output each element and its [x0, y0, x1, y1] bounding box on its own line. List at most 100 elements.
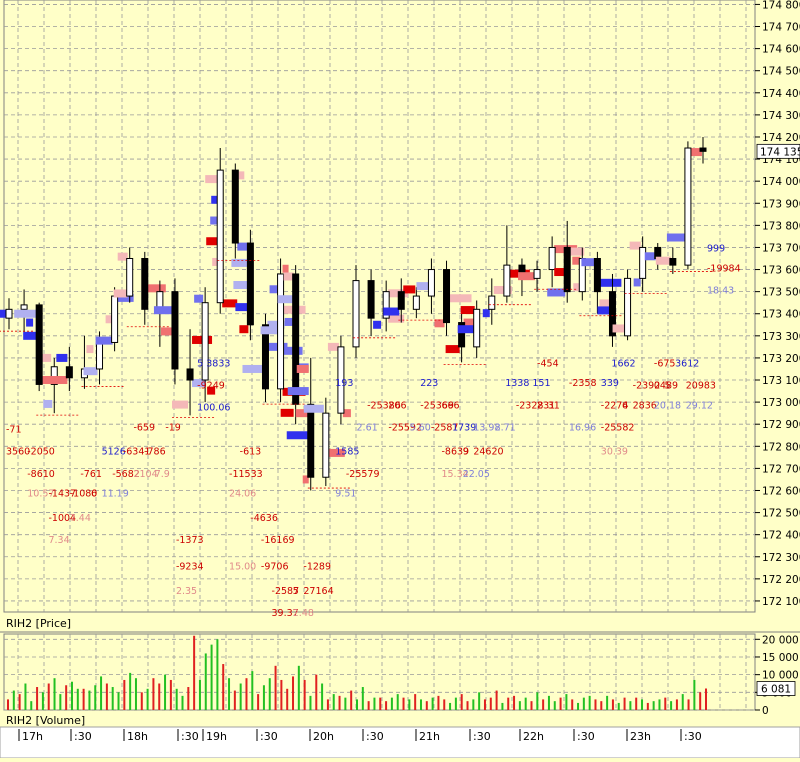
- candle-body-up: [337, 346, 345, 414]
- price-tick-label: 174 000: [762, 176, 800, 188]
- orderflow-block: [0, 309, 7, 318]
- orderflow-block: [327, 448, 345, 457]
- volume-axis-background: [756, 634, 800, 712]
- candle-body-down: [699, 147, 707, 152]
- price-tick-label: 173 100: [762, 375, 800, 387]
- candle-body-down: [65, 366, 73, 379]
- orderflow-block: [233, 281, 249, 290]
- bid-ask-label: 7.44: [70, 513, 91, 524]
- bid-ask-label: 30.39: [601, 447, 628, 458]
- bid-ask-label: 16.96: [569, 422, 596, 433]
- bid-ask-label: -8639: [441, 447, 469, 458]
- bid-ask-label: -1373: [176, 535, 204, 546]
- candle-body-down: [443, 269, 451, 324]
- bid-ask-label: -4636: [250, 513, 278, 524]
- bid-ask-label: 2.71: [495, 422, 516, 433]
- time-axis[interactable]: 17h:30 18h:30 19h:30 20h:30 21h:30 22h:30 23h:…: [0, 726, 800, 759]
- orderflow-block: [287, 387, 309, 396]
- bid-ask-label: -761: [80, 469, 102, 480]
- time-axis-label: :30: [577, 730, 595, 743]
- orderflow-block: [448, 294, 472, 303]
- time-axis-label: :30: [74, 730, 92, 743]
- bid-ask-label: 5: [293, 586, 299, 597]
- bid-ask-label: 2.48: [293, 608, 314, 619]
- candle-body-up: [488, 295, 496, 310]
- candle-body-up: [50, 366, 58, 385]
- bid-ask-label: -6341: [123, 447, 151, 458]
- orderflow-block: [457, 325, 475, 334]
- time-axis-label: :30: [473, 730, 491, 743]
- bid-ask-label: 339: [601, 378, 619, 389]
- orderflow-block: [235, 303, 249, 312]
- bid-ask-label: 5: [665, 380, 671, 391]
- candle-body-down: [231, 169, 239, 244]
- bid-ask-label: 2104: [133, 469, 157, 480]
- price-tick-label: 173 400: [762, 309, 800, 321]
- orderflow-block: [282, 264, 289, 273]
- candle-body-up: [216, 169, 224, 304]
- candle-body-up: [548, 246, 556, 271]
- orderflow-block: [153, 306, 173, 315]
- orderflow-block: [237, 242, 250, 251]
- bid-ask-label: 6: [91, 489, 97, 500]
- time-axis-label: 18h: [127, 730, 148, 743]
- orderflow-block: [434, 319, 445, 328]
- bid-ask-label: 1585: [335, 447, 359, 458]
- price-tick-label: 172 400: [762, 530, 800, 542]
- orderflow-block: [689, 148, 702, 157]
- candle-body-down: [593, 257, 601, 293]
- candle-body-down: [171, 291, 179, 370]
- orderflow-block: [302, 475, 309, 484]
- bid-ask-label: 999: [707, 243, 725, 254]
- bid-ask-label: 3612: [675, 358, 699, 369]
- price-tick-label: 173 800: [762, 220, 800, 232]
- bid-ask-label: -11533: [229, 469, 263, 480]
- bid-ask-label: -613: [240, 447, 262, 458]
- candle-body-up: [20, 304, 28, 310]
- time-axis-label: 17h: [22, 730, 43, 743]
- time-axis-background: [0, 726, 800, 759]
- bid-ask-label: -1437: [48, 489, 76, 500]
- price-tick-label: 173 900: [762, 198, 800, 210]
- bid-ask-label: -2392: [633, 380, 661, 391]
- candle-body-down: [186, 368, 194, 381]
- orderflow-block: [211, 195, 219, 204]
- orderflow-block: [416, 282, 430, 291]
- candle-body-up: [427, 269, 435, 297]
- orderflow-block: [210, 216, 219, 225]
- price-marks: [0, 136, 712, 491]
- candle-body-down: [608, 291, 616, 337]
- bid-ask-label: -2587: [272, 586, 300, 597]
- bid-ask-label: -9706: [261, 562, 289, 573]
- orderflow-block: [569, 247, 585, 256]
- orderflow-block: [242, 364, 264, 373]
- price-panel[interactable]: 5 3833 -9249 100.06 193 223 1338 151 -2358 339 1…: [0, 0, 800, 630]
- candle-body-up: [639, 246, 647, 279]
- price-tick-label: 172 800: [762, 441, 800, 453]
- last-volume-badge-box: [756, 681, 796, 696]
- orderflow-block: [284, 317, 294, 326]
- orderflow-block: [633, 278, 641, 287]
- bid-ask-label: 20983: [686, 380, 716, 391]
- price-tick-label: 172 100: [762, 596, 800, 608]
- price-tick-label: 174 700: [762, 22, 800, 34]
- bid-ask-label: 231: [537, 400, 555, 411]
- candle-body-up: [533, 269, 541, 279]
- candle-body-up: [126, 257, 134, 297]
- bid-ask-label: 3560: [6, 447, 30, 458]
- bid-ask-label: 9.51: [335, 489, 356, 500]
- orderflow-block: [105, 315, 113, 324]
- orderflow-block: [303, 404, 324, 413]
- orderflow-block: [117, 252, 128, 261]
- bid-ask-label: -25579: [346, 469, 380, 480]
- price-tick-label: 172 700: [762, 463, 800, 475]
- volume-panel-label: RIH2 [Volume]: [6, 714, 85, 727]
- price-tick-label: 174 400: [762, 88, 800, 100]
- time-axis-label: :30: [366, 730, 384, 743]
- candle-body-down: [397, 291, 405, 310]
- bid-ask-label: -16169: [261, 535, 295, 546]
- orderflow-block: [205, 175, 219, 184]
